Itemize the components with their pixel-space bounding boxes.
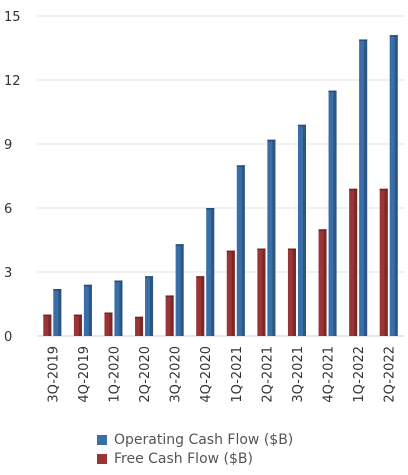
- x-tick-label: 3Q-2021: [291, 346, 306, 403]
- bar-free-3Q-2021: [287, 248, 296, 336]
- bar-operating-4Q-2020: [206, 208, 215, 336]
- bar-free-2Q-2022: [379, 188, 388, 336]
- legend: Operating Cash Flow ($B) Free Cash Flow …: [97, 430, 293, 468]
- bar-operating-4Q-2019: [83, 284, 92, 336]
- bar-free-4Q-2019: [73, 314, 82, 336]
- bar-free-4Q-2020: [196, 276, 205, 336]
- bar-operating-3Q-2021: [297, 124, 306, 336]
- bar-operating-1Q-2020: [114, 280, 123, 336]
- bar-operating-2Q-2021: [267, 139, 276, 336]
- grid-lines: [37, 15, 404, 337]
- x-tick-label: 1Q-2022: [352, 346, 367, 403]
- x-tick-label: 2Q-2020: [138, 346, 153, 403]
- bars: [43, 35, 398, 337]
- y-axis: 0 3 6 9 12 15: [4, 10, 21, 345]
- x-tick-label: 1Q-2020: [107, 346, 122, 403]
- legend-label-free: Free Cash Flow ($B): [114, 450, 253, 467]
- bar-operating-1Q-2022: [359, 39, 368, 336]
- x-tick-label: 3Q-2020: [169, 346, 184, 403]
- x-tick-label: 2Q-2021: [260, 346, 275, 403]
- legend-swatch-free: [97, 453, 107, 464]
- bar-free-4Q-2021: [318, 229, 327, 336]
- bar-operating-2Q-2020: [145, 276, 154, 336]
- bar-free-3Q-2019: [43, 314, 52, 336]
- bar-free-1Q-2022: [349, 188, 358, 336]
- legend-item-free: Free Cash Flow ($B): [97, 449, 293, 468]
- legend-swatch-operating: [97, 434, 107, 445]
- bar-operating-1Q-2021: [236, 165, 245, 336]
- bar-free-2Q-2020: [135, 316, 144, 336]
- y-tick-label: 0: [4, 330, 12, 345]
- y-tick-label: 6: [4, 202, 12, 217]
- bar-operating-4Q-2021: [328, 90, 337, 337]
- bar-operating-3Q-2020: [175, 244, 184, 336]
- bar-operating-2Q-2022: [389, 35, 398, 336]
- y-tick-label: 15: [4, 10, 21, 25]
- x-tick-label: 4Q-2020: [199, 346, 214, 403]
- bar-free-3Q-2020: [165, 295, 174, 336]
- x-tick-label: 4Q-2021: [322, 346, 337, 403]
- x-tick-label: 2Q-2022: [383, 346, 398, 403]
- legend-label-operating: Operating Cash Flow ($B): [114, 431, 294, 448]
- x-tick-label: 3Q-2019: [46, 346, 61, 403]
- y-tick-label: 9: [4, 138, 12, 153]
- bar-operating-3Q-2019: [53, 289, 62, 336]
- y-tick-label: 3: [4, 266, 12, 281]
- legend-item-operating: Operating Cash Flow ($B): [97, 430, 293, 449]
- y-tick-label: 12: [4, 74, 21, 89]
- bar-free-1Q-2020: [104, 312, 113, 336]
- x-axis: 3Q-2019 4Q-2019 1Q-2020 2Q-2020 3Q-2020 4Q-20…: [46, 346, 397, 403]
- bar-free-2Q-2021: [257, 248, 266, 336]
- x-tick-label: 1Q-2021: [230, 346, 245, 403]
- x-tick-label: 4Q-2019: [77, 346, 92, 403]
- bar-free-1Q-2021: [226, 250, 235, 336]
